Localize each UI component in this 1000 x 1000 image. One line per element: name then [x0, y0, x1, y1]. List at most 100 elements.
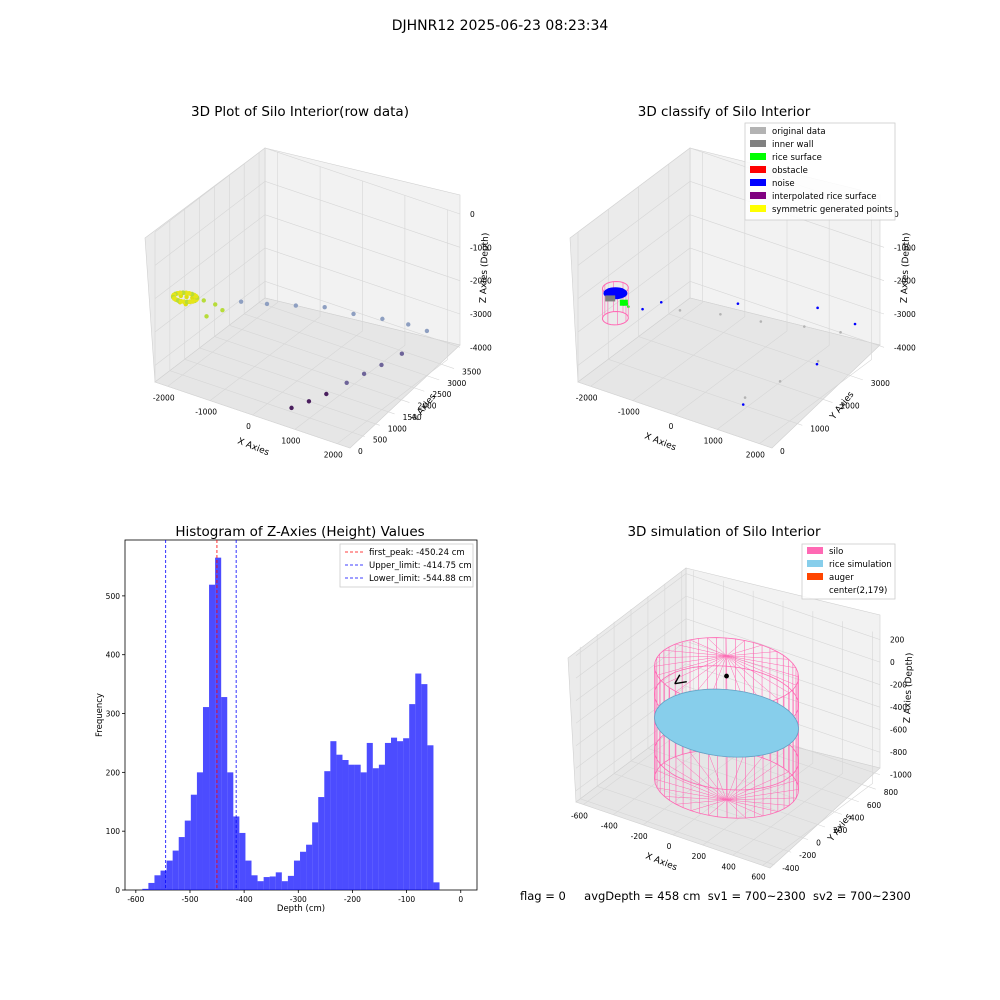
histogram-bar — [154, 875, 161, 890]
panel2-ytick: 2000 — [841, 402, 860, 411]
panel2-xtick: -1000 — [618, 408, 640, 417]
histogram-bar — [269, 876, 276, 890]
panel2-legend-label: original data — [772, 127, 826, 137]
panel1-ztick: -3000 — [470, 310, 492, 319]
histogram-ytick-label: 400 — [106, 651, 121, 660]
panel4-ytick: 600 — [867, 801, 882, 810]
panel1-point — [220, 308, 225, 313]
histogram-bar — [160, 870, 167, 890]
panel4-ztick: -200 — [890, 681, 907, 690]
panel2-gridline — [577, 280, 885, 366]
panel1-gridline — [154, 147, 461, 233]
panel4-silo-drawing — [654, 637, 799, 819]
histogram-ytick-label: 200 — [106, 768, 121, 777]
panel1-gridline — [184, 209, 380, 426]
histogram-bar — [239, 832, 246, 890]
panel4-ytick: 0 — [816, 839, 821, 848]
silo-floor-wire — [726, 789, 799, 801]
panel1-point — [201, 298, 206, 303]
panel2-xtick: 2000 — [746, 451, 765, 460]
panel1-point — [379, 362, 384, 368]
histogram-bar — [221, 697, 228, 890]
panel1-point — [289, 405, 294, 411]
silo-floor-wire — [725, 750, 727, 800]
silo-roof-wire — [663, 650, 727, 657]
panel1-ytick: 1500 — [403, 413, 422, 422]
panel2-ztick: -3000 — [894, 310, 916, 319]
panel2-point — [778, 380, 782, 383]
silo-floor-wire — [675, 799, 727, 805]
panel1-point — [424, 328, 430, 334]
histogram-bar — [433, 882, 440, 890]
panel1-xtick: -1000 — [195, 408, 217, 417]
panel2-ztick: -2000 — [894, 277, 916, 286]
panel1-point — [204, 314, 209, 319]
panel2-ztick: -4000 — [894, 343, 916, 352]
histogram-bar — [172, 850, 179, 890]
panel1-point — [213, 302, 218, 307]
panel2-legend-swatch — [750, 205, 766, 212]
histogram-bar — [372, 768, 379, 890]
panel1-xtick: 1000 — [281, 436, 300, 445]
panel1-xtick: -2000 — [153, 393, 175, 402]
panel2-xtick: -2000 — [576, 393, 598, 402]
histogram-legend-frame — [339, 543, 474, 588]
panel1-gridline — [167, 152, 279, 387]
histogram-bar — [281, 881, 288, 890]
histogram-bar — [403, 738, 410, 890]
panel2-point — [803, 325, 806, 328]
flag-value: flag = 0 — [520, 889, 566, 903]
silo-floor-wire — [726, 797, 797, 801]
panel2-ztick: -1000 — [894, 243, 916, 252]
panel2-point — [641, 307, 644, 311]
panel2-gridline — [638, 186, 833, 403]
silo-roof-wire — [726, 655, 797, 669]
panel4-legend-swatch — [807, 547, 823, 554]
panel1-gridline — [154, 214, 461, 299]
panel2-gridline — [674, 181, 788, 416]
panel2-legend-frame — [744, 122, 896, 221]
panel1-ztick: -4000 — [470, 343, 492, 352]
panel4-gridline — [575, 595, 881, 679]
panel2-inner-wall-patch — [605, 295, 616, 302]
panel2-point — [816, 306, 819, 310]
panel2-gridline — [577, 180, 885, 266]
panel1-gridline — [154, 180, 461, 266]
histogram-bar — [227, 772, 234, 890]
silo-floor-wire — [689, 752, 727, 801]
panel2-rice-surface-patch — [619, 299, 628, 306]
auger-arrow — [674, 674, 681, 685]
histogram-bar — [148, 882, 155, 890]
panel1-gridline — [252, 181, 363, 416]
panel4-legend-swatch — [807, 560, 823, 567]
histogram-bar — [251, 875, 258, 890]
histogram-bar — [324, 771, 331, 890]
status-line: flag = 0 avgDepth = 458 cm sv1 = 700~230… — [520, 889, 911, 903]
panel4-ztick: 200 — [890, 636, 905, 645]
panel2-legend: original data inner wall rice surface obsta… — [744, 122, 896, 221]
silo-floor-wire — [708, 799, 727, 816]
histogram-bar — [293, 860, 301, 890]
panel3-axes: -600 -500 -400 -300 -200 -100 0 0 100 200 300 400 50… — [95, 539, 478, 914]
silo-roof-wire — [707, 637, 727, 656]
panel4-gridline — [575, 618, 881, 701]
panel2-gridline — [759, 209, 872, 444]
panel2-legend-swatch — [750, 140, 766, 147]
panel1-ytick: 2500 — [432, 390, 451, 399]
panel1-point — [293, 303, 299, 308]
histogram-xtick-label: -500 — [181, 895, 198, 904]
center-marker — [724, 673, 729, 679]
panel1-gridline — [154, 232, 351, 449]
histogram-bar — [384, 742, 392, 890]
silo-floor-wire — [726, 799, 764, 817]
panel1-point — [184, 294, 189, 300]
panel1-ztick: -1000 — [470, 243, 492, 252]
silo-floor-wire — [726, 799, 728, 818]
panel1-gridline — [243, 163, 440, 381]
panel4-xtick: 0 — [667, 842, 672, 851]
panel4-xtick: -200 — [631, 832, 648, 841]
panel2-point — [853, 322, 857, 326]
silo-floor-wire — [663, 762, 727, 801]
